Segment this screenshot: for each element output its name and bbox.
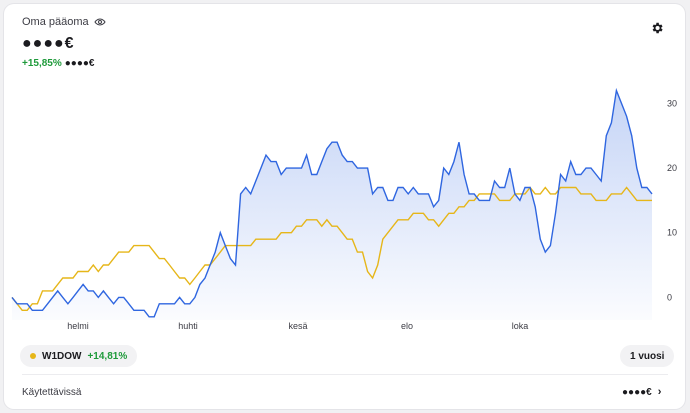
benchmark-dot: [30, 353, 36, 359]
x-tick-label: elo: [401, 321, 413, 331]
portfolio-area: [12, 90, 652, 320]
change-percent: +15,85%: [22, 58, 62, 69]
y-tick-label: 0: [667, 292, 672, 302]
gear-icon: [652, 22, 663, 34]
change-row: +15,85% ●●●●€: [22, 58, 95, 69]
x-tick-label: huhti: [178, 321, 198, 331]
divider: [22, 374, 668, 375]
available-value: ●●●●€: [622, 386, 652, 398]
benchmark-pill[interactable]: W1DOW +14,81%: [20, 345, 138, 367]
change-value: ●●●●€: [64, 58, 95, 69]
hidden-amount: ●●●●€: [22, 35, 75, 52]
portfolio-line: [11, 87, 653, 318]
y-tick-label: 10: [667, 228, 677, 238]
title-row: Oma pääoma: [22, 16, 106, 28]
page-title: Oma pääoma: [22, 16, 89, 28]
y-tick-label: 30: [667, 98, 677, 108]
settings-button[interactable]: [646, 17, 668, 39]
performance-chart: 0 10 20 30 helmi huhti kesä elo loka: [11, 87, 677, 331]
x-tick-label: kesä: [288, 321, 307, 331]
available-label: Käytettävissä: [22, 387, 82, 398]
period-selector[interactable]: 1 vuosi: [620, 345, 675, 367]
y-tick-label: 20: [667, 163, 677, 173]
index-line: [11, 186, 652, 311]
benchmark-percent: +14,81%: [87, 350, 128, 362]
available-row[interactable]: ●●●●€ ›: [622, 386, 661, 398]
x-tick-label: loka: [512, 321, 529, 331]
chevron-right-icon: ›: [657, 386, 662, 398]
portfolio-card: Oma pääoma ●●●●€ +15,85% ●●●●€ 0 10 20 30 h…: [4, 4, 685, 409]
x-tick-label: helmi: [67, 321, 89, 331]
eye-icon[interactable]: [94, 16, 106, 28]
benchmark-name: W1DOW: [42, 350, 82, 362]
